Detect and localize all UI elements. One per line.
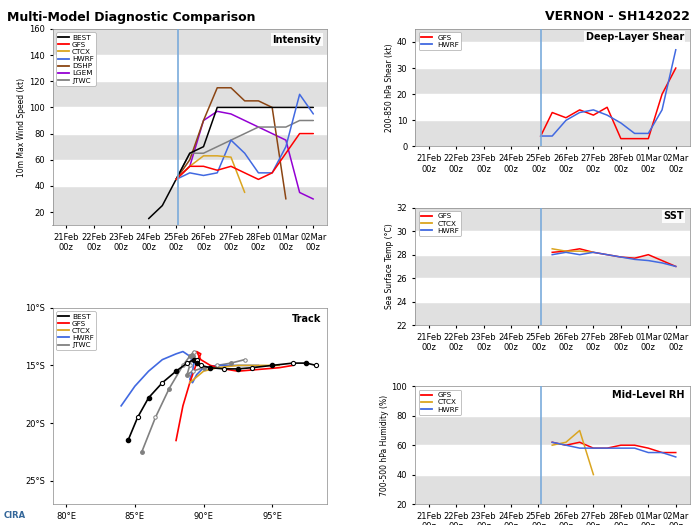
Legend: BEST, GFS, CTCX, HWRF, JTWC: BEST, GFS, CTCX, HWRF, JTWC (56, 311, 96, 350)
Bar (415, 386, 690, 416)
Legend: GFS, CTCX, HWRF: GFS, CTCX, HWRF (419, 211, 461, 236)
Text: Multi-Model Diagnostic Comparison: Multi-Model Diagnostic Comparison (7, 10, 256, 24)
Text: Mid-Level RH: Mid-Level RH (612, 390, 684, 400)
Y-axis label: 10m Max Wind Speed (kt): 10m Max Wind Speed (kt) (18, 78, 26, 176)
Text: Track: Track (292, 313, 321, 323)
Y-axis label: 700-500 hPa Humidity (%): 700-500 hPa Humidity (%) (380, 395, 389, 496)
Y-axis label: 200-850 hPa Shear (kt): 200-850 hPa Shear (kt) (385, 44, 394, 132)
Bar (52, 108, 327, 133)
Text: CIRA: CIRA (4, 511, 26, 520)
Text: SST: SST (664, 211, 684, 221)
Text: Deep-Layer Shear: Deep-Layer Shear (586, 33, 684, 43)
Bar (415, 445, 690, 475)
Text: VERNON - SH142022: VERNON - SH142022 (545, 10, 690, 24)
Bar (415, 278, 690, 302)
Bar (415, 94, 690, 120)
Legend: GFS, CTCX, HWRF: GFS, CTCX, HWRF (419, 390, 461, 415)
Bar (415, 42, 690, 68)
Y-axis label: Sea Surface Temp (°C): Sea Surface Temp (°C) (385, 224, 394, 309)
Legend: BEST, GFS, CTCX, HWRF, DSHP, LGEM, JTWC: BEST, GFS, CTCX, HWRF, DSHP, LGEM, JTWC (56, 33, 96, 86)
Bar (52, 160, 327, 186)
Text: Intensity: Intensity (272, 35, 321, 45)
Bar (415, 231, 690, 255)
Legend: GFS, HWRF: GFS, HWRF (419, 33, 461, 50)
Bar (52, 55, 327, 81)
